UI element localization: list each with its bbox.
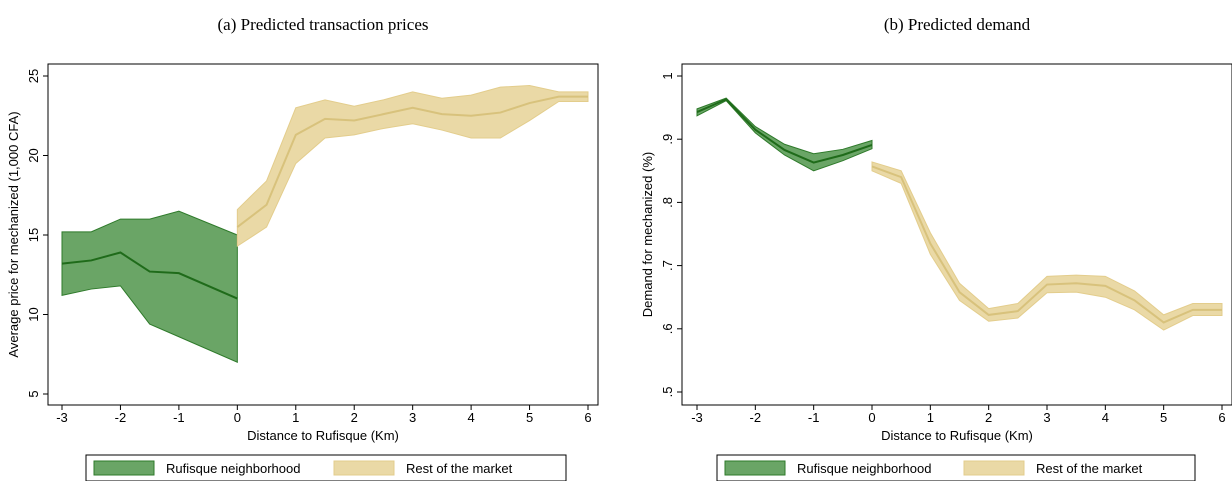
- y-axis-label: Average price for mechanized (1,000 CFA): [6, 111, 21, 357]
- y-tick-label: .8: [660, 197, 675, 208]
- legend-label: Rest of the market: [406, 461, 513, 476]
- x-tick-label: 6: [584, 410, 591, 425]
- legend-label: Rufisque neighborhood: [797, 461, 931, 476]
- x-tick-label: 4: [1102, 410, 1109, 425]
- x-tick-label: 5: [526, 410, 533, 425]
- x-tick-label: 3: [409, 410, 416, 425]
- x-tick-label: 1: [292, 410, 299, 425]
- x-tick-label: 3: [1043, 410, 1050, 425]
- series-line: [696, 98, 873, 164]
- y-tick-label: 20: [26, 148, 41, 162]
- legend-swatch: [724, 460, 786, 476]
- y-tick-label: 25: [26, 69, 41, 83]
- x-tick-label: 1: [927, 410, 934, 425]
- x-tick-label: -2: [750, 410, 762, 425]
- x-tick-label: -1: [808, 410, 820, 425]
- chart-title: (b) Predicted demand: [884, 15, 1031, 34]
- confidence-band: [61, 210, 238, 363]
- x-tick-label: 0: [234, 410, 241, 425]
- series-line: [61, 251, 238, 300]
- confidence-band: [871, 161, 1223, 331]
- confidence-band: [696, 97, 873, 172]
- x-tick-label: -3: [691, 410, 703, 425]
- x-tick-label: 0: [868, 410, 875, 425]
- x-axis-label: Distance to Rufisque (Km): [881, 428, 1033, 443]
- x-tick-label: -2: [115, 410, 127, 425]
- x-tick-label: 5: [1160, 410, 1167, 425]
- legend-box: [716, 454, 1196, 482]
- y-tick-label: .9: [660, 134, 675, 145]
- legend-label: Rufisque neighborhood: [166, 461, 300, 476]
- y-tick-label: 15: [26, 228, 41, 242]
- y-tick-label: 10: [26, 307, 41, 321]
- y-tick-label: .7: [660, 260, 675, 271]
- x-tick-label: -3: [56, 410, 68, 425]
- legend-swatch: [963, 460, 1025, 476]
- plot-frame: [681, 63, 1232, 406]
- y-tick-label: .6: [660, 323, 675, 334]
- y-tick-label: 5: [26, 390, 41, 397]
- chart-title: (a) Predicted transaction prices: [218, 15, 429, 34]
- legend-label: Rest of the market: [1036, 461, 1143, 476]
- series-line: [871, 165, 1222, 324]
- x-tick-label: 6: [1218, 410, 1225, 425]
- x-tick-label: 4: [467, 410, 474, 425]
- y-tick-label: .5: [660, 387, 675, 398]
- x-tick-label: 2: [351, 410, 358, 425]
- y-axis-label: Demand for mechanized (%): [640, 152, 655, 317]
- confidence-band: [236, 85, 589, 248]
- series-line: [236, 95, 588, 228]
- x-tick-label: -1: [173, 410, 185, 425]
- y-tick-label: 1: [660, 72, 675, 79]
- legend-swatch: [93, 460, 155, 476]
- x-axis-label: Distance to Rufisque (Km): [247, 428, 399, 443]
- legend-swatch: [333, 460, 395, 476]
- x-tick-label: 2: [985, 410, 992, 425]
